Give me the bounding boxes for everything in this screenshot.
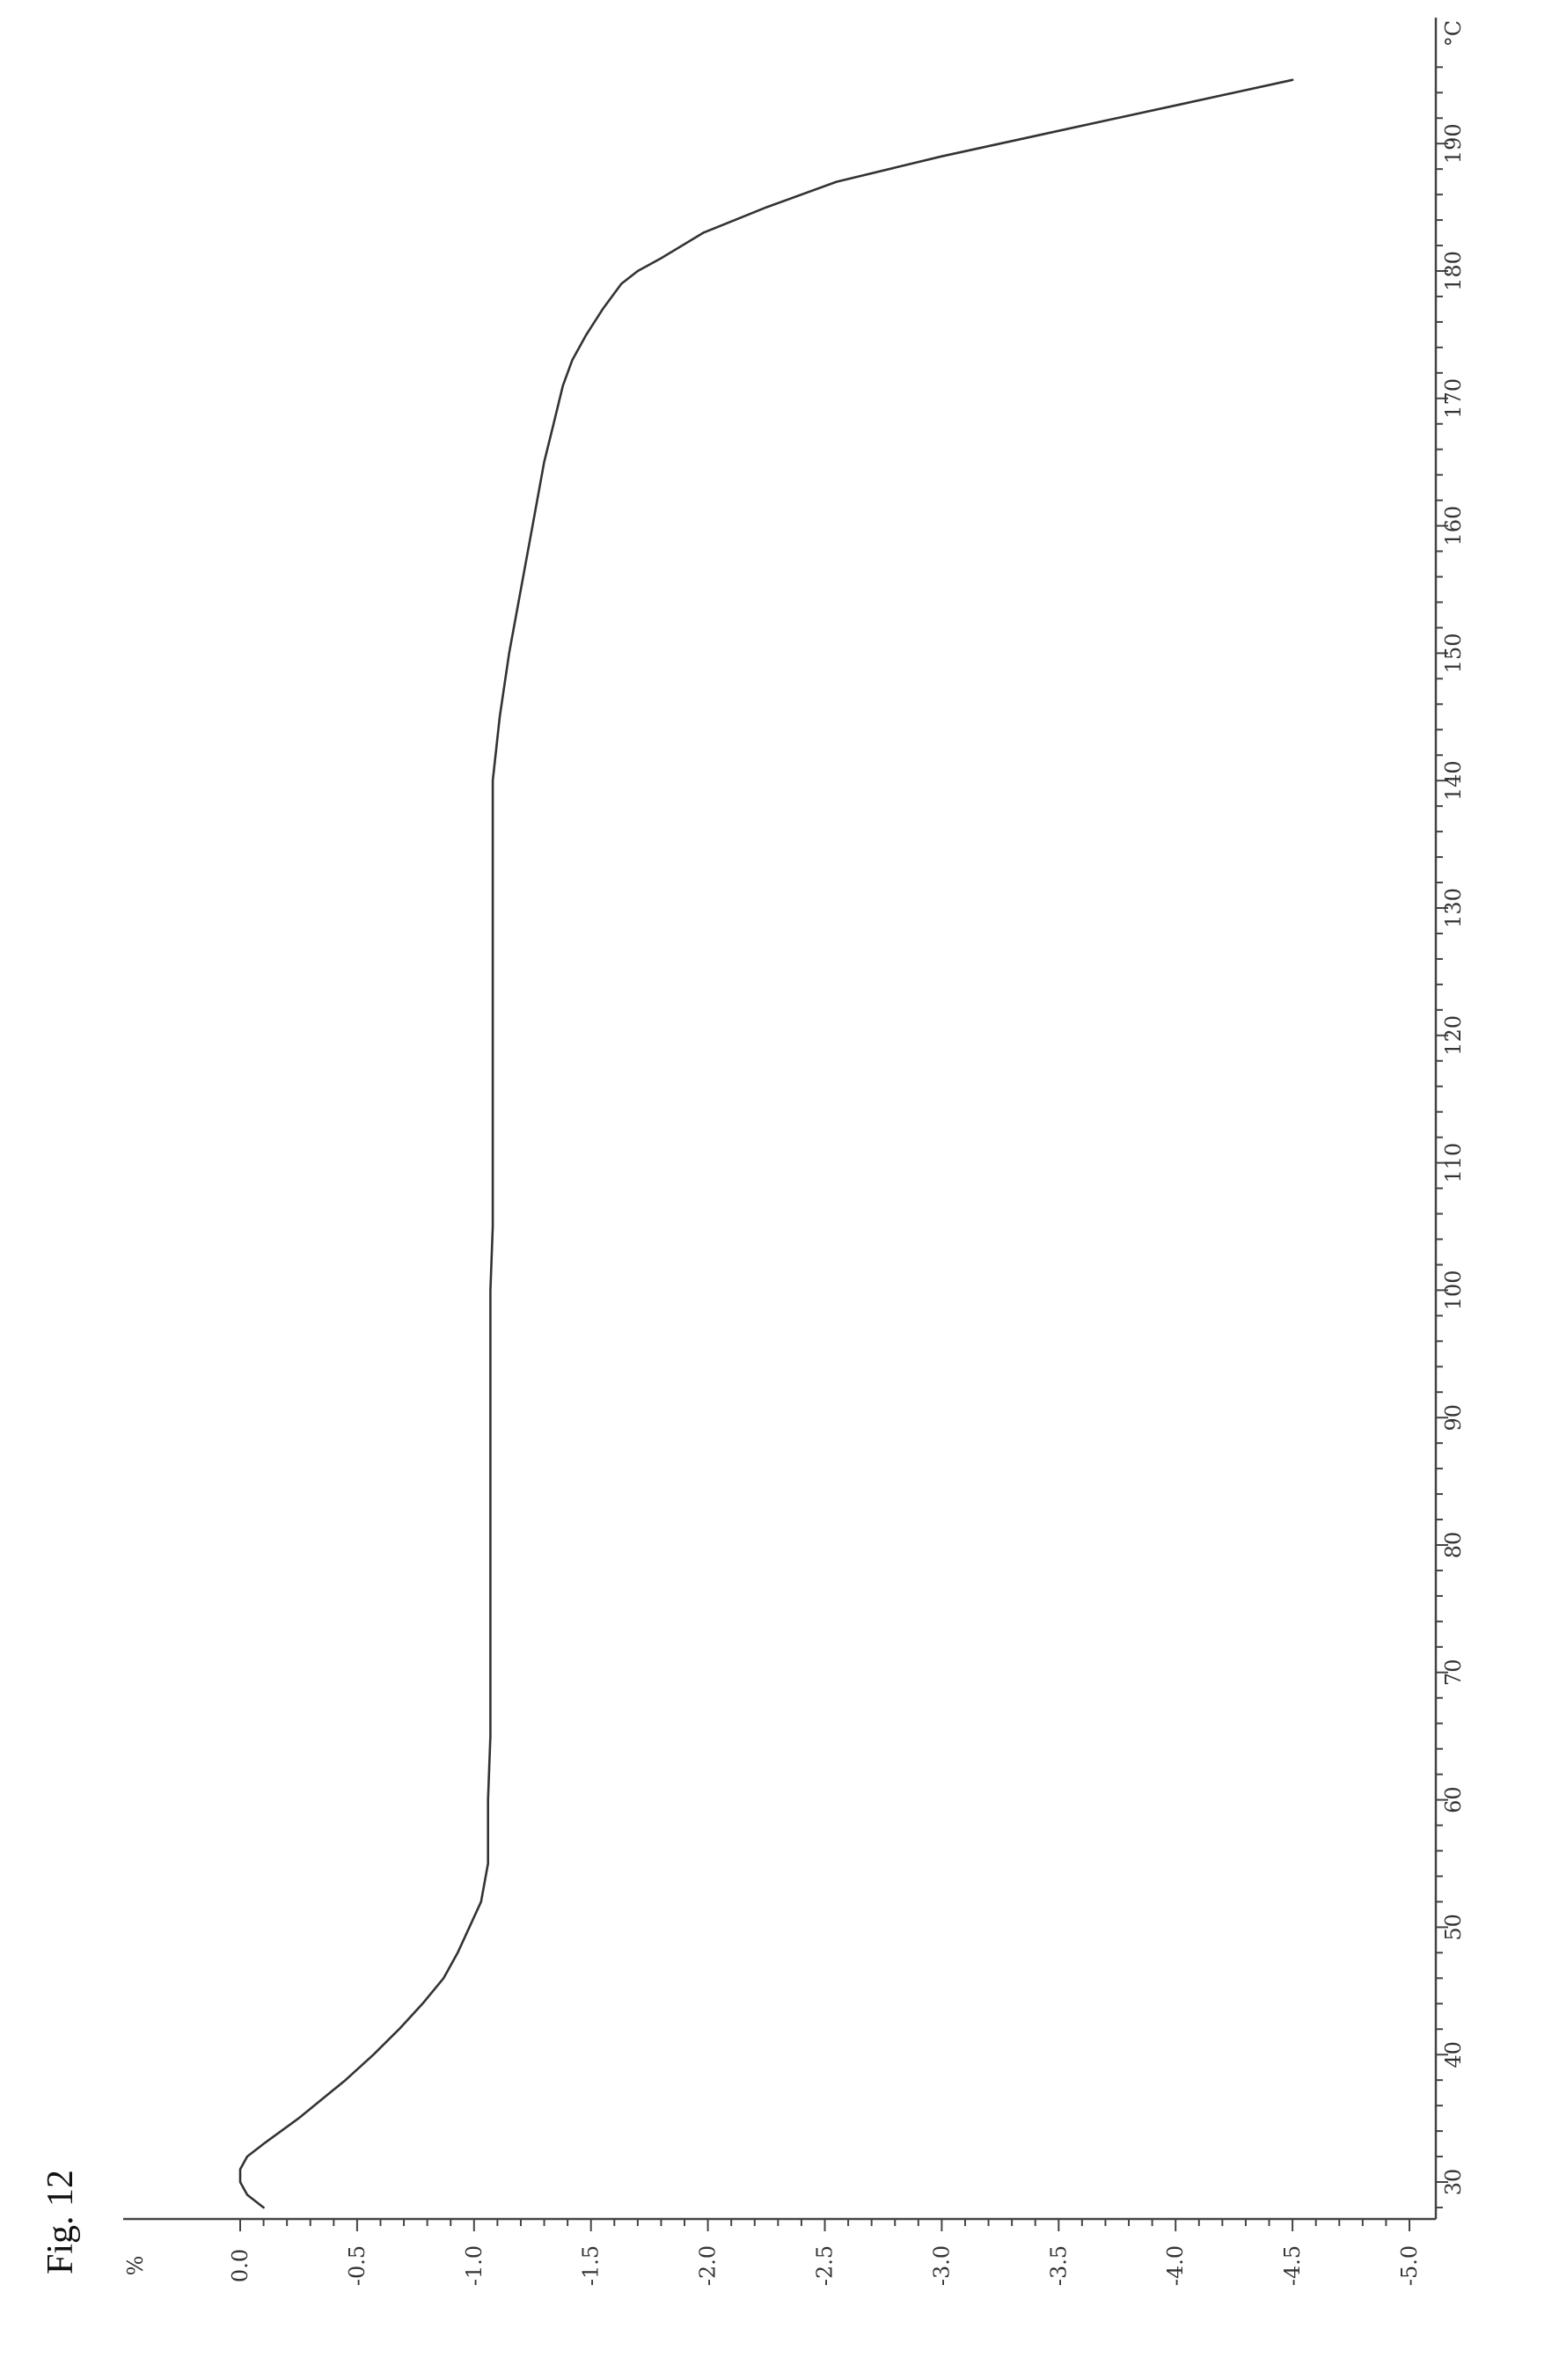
x-tick-label: 40 <box>1441 2041 1466 2069</box>
x-tick-label: 70 <box>1441 1659 1466 1687</box>
x-tick-label: 90 <box>1441 1404 1466 1432</box>
x-tick-label: 80 <box>1441 1532 1466 1559</box>
y-tick-label: -3.5 <box>1046 2245 1071 2286</box>
y-tick-label: -1.5 <box>579 2245 604 2286</box>
x-tick-label: 30 <box>1441 2169 1466 2196</box>
y-tick-label: -4.0 <box>1163 2245 1188 2286</box>
x-tick-label: 160 <box>1441 506 1466 546</box>
y-unit-label: % <box>123 2256 148 2276</box>
x-unit-label: °C <box>1441 20 1466 47</box>
x-tick-label: 60 <box>1441 1786 1466 1813</box>
x-tick-label: 130 <box>1441 888 1466 928</box>
y-tick-label: -2.5 <box>813 2245 838 2286</box>
y-tick-label: -3.0 <box>929 2245 954 2286</box>
x-tick-label: 190 <box>1441 123 1466 164</box>
chart: 30 40 50 60 70 80 90 100 110 120 130 140 150 160 170 18… <box>123 18 1466 2286</box>
x-tick-label: 140 <box>1441 760 1466 801</box>
figure-label: Fig. 12 <box>40 2170 81 2274</box>
data-curve <box>240 80 1292 2208</box>
y-tick-label: -0.5 <box>345 2245 370 2286</box>
x-tick-label: 120 <box>1441 1015 1466 1056</box>
y-tick-label: -5.0 <box>1397 2245 1422 2286</box>
y-tick-label: -4.5 <box>1280 2245 1305 2286</box>
x-tick-label: 170 <box>1441 378 1466 419</box>
x-tick-label: 150 <box>1441 633 1466 673</box>
x-tick-label: 50 <box>1441 1914 1466 1941</box>
y-tick-label: 0.0 <box>228 2249 253 2282</box>
x-tick-label: 180 <box>1441 251 1466 291</box>
y-tick-label: -2.0 <box>696 2245 721 2286</box>
x-tick-label: 110 <box>1441 1143 1466 1183</box>
y-tick-label: -1.0 <box>462 2245 487 2286</box>
x-tick-label: 100 <box>1441 1270 1466 1310</box>
